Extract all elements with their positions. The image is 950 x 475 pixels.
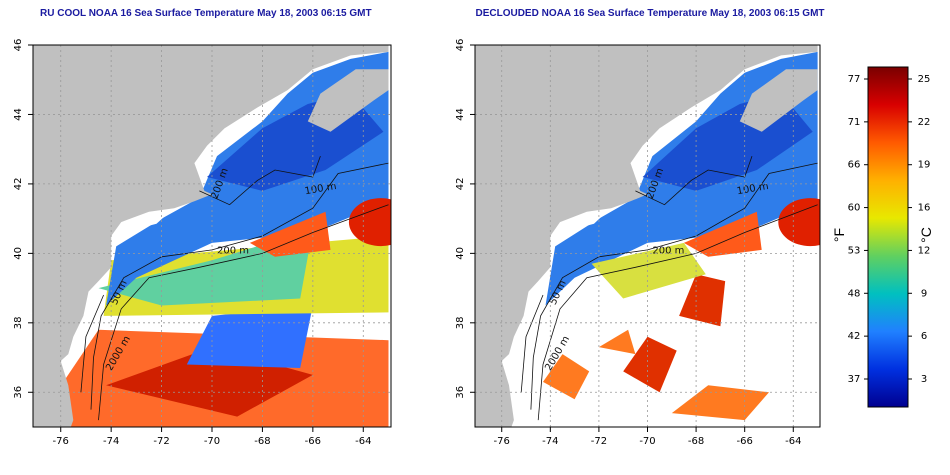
sst-patch [679, 274, 726, 327]
lon-tick-label: -70 [204, 436, 220, 447]
colorbar-c-tick: 16 [918, 203, 931, 214]
colorbar-f-tick: 42 [848, 331, 861, 342]
contour-2000m [537, 204, 818, 421]
colorbar-f-tick: 71 [848, 117, 861, 128]
colorbar-c-tick: 6 [921, 331, 927, 342]
sst-patch [543, 354, 590, 400]
lat-tick-label: 36 [455, 386, 466, 399]
colorbar-c-tick: 22 [918, 117, 931, 128]
celsius-label: °C [917, 227, 934, 243]
sst-patch [623, 336, 677, 393]
contour-100m [635, 155, 753, 206]
lon-tick-label: -72 [591, 436, 607, 447]
colorbar-c-tick: 3 [921, 374, 927, 385]
lon-tick-label: -64 [785, 436, 801, 447]
colorbar-f-tick: 66 [848, 160, 861, 171]
lon-tick-label: -74 [542, 436, 558, 447]
sst-patch [591, 242, 706, 299]
lat-tick-label: 46 [13, 39, 24, 52]
map-title-right: DECLOUDED NOAA 16 Sea Surface Temperatur… [475, 8, 825, 19]
colorbar-gradient [867, 66, 909, 408]
contour-label: 200 m [652, 245, 684, 256]
sst-patch [598, 329, 636, 355]
lat-tick-label: 46 [455, 39, 466, 52]
colorbar-f-tick: 37 [848, 374, 861, 385]
colorbar-f-tick: 60 [848, 203, 861, 214]
lon-tick-label: -66 [737, 436, 753, 447]
colorbar-c-tick: 19 [918, 160, 931, 171]
contour-200m [90, 162, 389, 410]
lon-tick-label: -68 [688, 436, 704, 447]
lat-tick-label: 40 [455, 247, 466, 260]
temperature-colorbar: 77 71 66 60 53 48 42 37 25 22 19 16 12 9 6 3 [848, 66, 931, 408]
lon-tick-label: -68 [254, 436, 270, 447]
contour-50m [80, 294, 104, 393]
colorbar-c-tick: 25 [918, 74, 931, 85]
lat-tick-label: 42 [455, 178, 466, 191]
lon-tick-label: -64 [355, 436, 371, 447]
fahrenheit-label: °F [831, 227, 848, 243]
contour-label: 200 m [217, 245, 249, 256]
colorbar-f-tick: 48 [848, 288, 861, 299]
lat-tick-label: 40 [13, 247, 24, 260]
warm-core-ring [778, 198, 820, 247]
warm-core-ring [348, 198, 391, 247]
lat-tick-label: 42 [13, 178, 24, 191]
lon-tick-label: -74 [103, 436, 119, 447]
lat-tick-label: 38 [455, 316, 466, 329]
lat-tick-label: 36 [13, 386, 24, 399]
lat-tick-label: 44 [455, 108, 466, 121]
land-mass [33, 45, 389, 427]
contour-2000m [98, 204, 389, 421]
contour-50m [520, 294, 544, 393]
map-title-left: RU COOL NOAA 16 Sea Surface Temperature … [40, 8, 372, 19]
colorbar-c-tick: 9 [921, 288, 927, 299]
land-mass [475, 45, 818, 427]
lon-tick-label: -70 [639, 436, 655, 447]
colorbar-c-tick: 12 [918, 245, 931, 256]
nova-scotia [307, 69, 389, 132]
lon-tick-label: -66 [305, 436, 321, 447]
lon-tick-label: -76 [53, 436, 69, 447]
warm-filament [683, 211, 762, 257]
sst-cold-eddy [186, 305, 313, 368]
colorbar-f-tick: 53 [848, 245, 861, 256]
contour-label: 100 m [304, 181, 337, 197]
contour-label: 100 m [736, 181, 769, 197]
long-island [552, 216, 602, 235]
sst-slope-band [98, 229, 313, 306]
nova-scotia [739, 69, 818, 132]
warm-filament [249, 211, 331, 257]
colorbar-f-tick: 77 [848, 74, 861, 85]
lat-tick-label: 38 [13, 316, 24, 329]
lat-tick-label: 44 [13, 108, 24, 121]
contour-200m [530, 162, 818, 410]
lon-tick-label: -76 [494, 436, 510, 447]
lon-tick-label: -72 [153, 436, 169, 447]
contour-100m [199, 155, 321, 206]
long-island [113, 216, 165, 235]
